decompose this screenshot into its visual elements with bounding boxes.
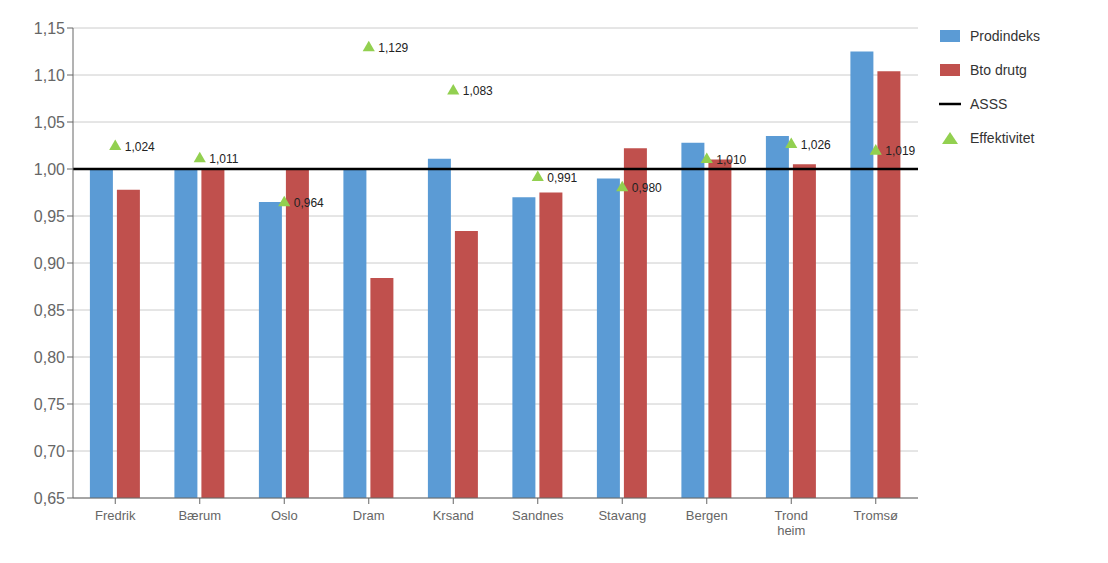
svg-text:Bærum: Bærum [178,508,221,523]
svg-text:1,019: 1,019 [885,144,915,158]
svg-text:1,010: 1,010 [716,153,746,167]
svg-text:0,70: 0,70 [34,443,65,460]
svg-text:Dram: Dram [353,508,385,523]
svg-text:1,026: 1,026 [801,138,831,152]
svg-text:0,85: 0,85 [34,302,65,319]
svg-text:1,083: 1,083 [463,84,493,98]
html-text:Effektivitet: Effektivitet [970,130,1035,146]
svg-text:1,05: 1,05 [34,114,65,131]
svg-text:Stavang: Stavang [598,508,646,523]
svg-text:Fredrik: Fredrik [95,508,136,523]
svg-text:Trondheim: Trondheim [775,508,808,538]
svg-text:0,95: 0,95 [34,208,65,225]
svg-text:Sandnes: Sandnes [512,508,564,523]
svg-text:0,991: 0,991 [547,171,577,185]
html-text:Prodindeks: Prodindeks [970,28,1040,44]
svg-text:1,15: 1,15 [34,20,65,37]
svg-text:0,90: 0,90 [34,255,65,272]
svg-text:1,011: 1,011 [209,152,238,166]
svg-text:1,129: 1,129 [378,41,408,55]
html-text:Bto drutg: Bto drutg [970,62,1027,78]
svg-text:0,964: 0,964 [294,196,324,210]
svg-text:0,980: 0,980 [632,181,662,195]
svg-text:Bergen: Bergen [686,508,728,523]
svg-text:0,65: 0,65 [34,490,65,507]
svg-text:Tromsø: Tromsø [854,508,898,523]
svg-text:1,024: 1,024 [125,140,155,154]
svg-text:1,00: 1,00 [34,161,65,178]
html-text:ASSS: ASSS [970,96,1008,112]
svg-text:0,80: 0,80 [34,349,65,366]
svg-text:1,10: 1,10 [34,67,65,84]
svg-text:Oslo: Oslo [271,508,298,523]
svg-text:Krsand: Krsand [433,508,474,523]
svg-text:0,75: 0,75 [34,396,65,413]
